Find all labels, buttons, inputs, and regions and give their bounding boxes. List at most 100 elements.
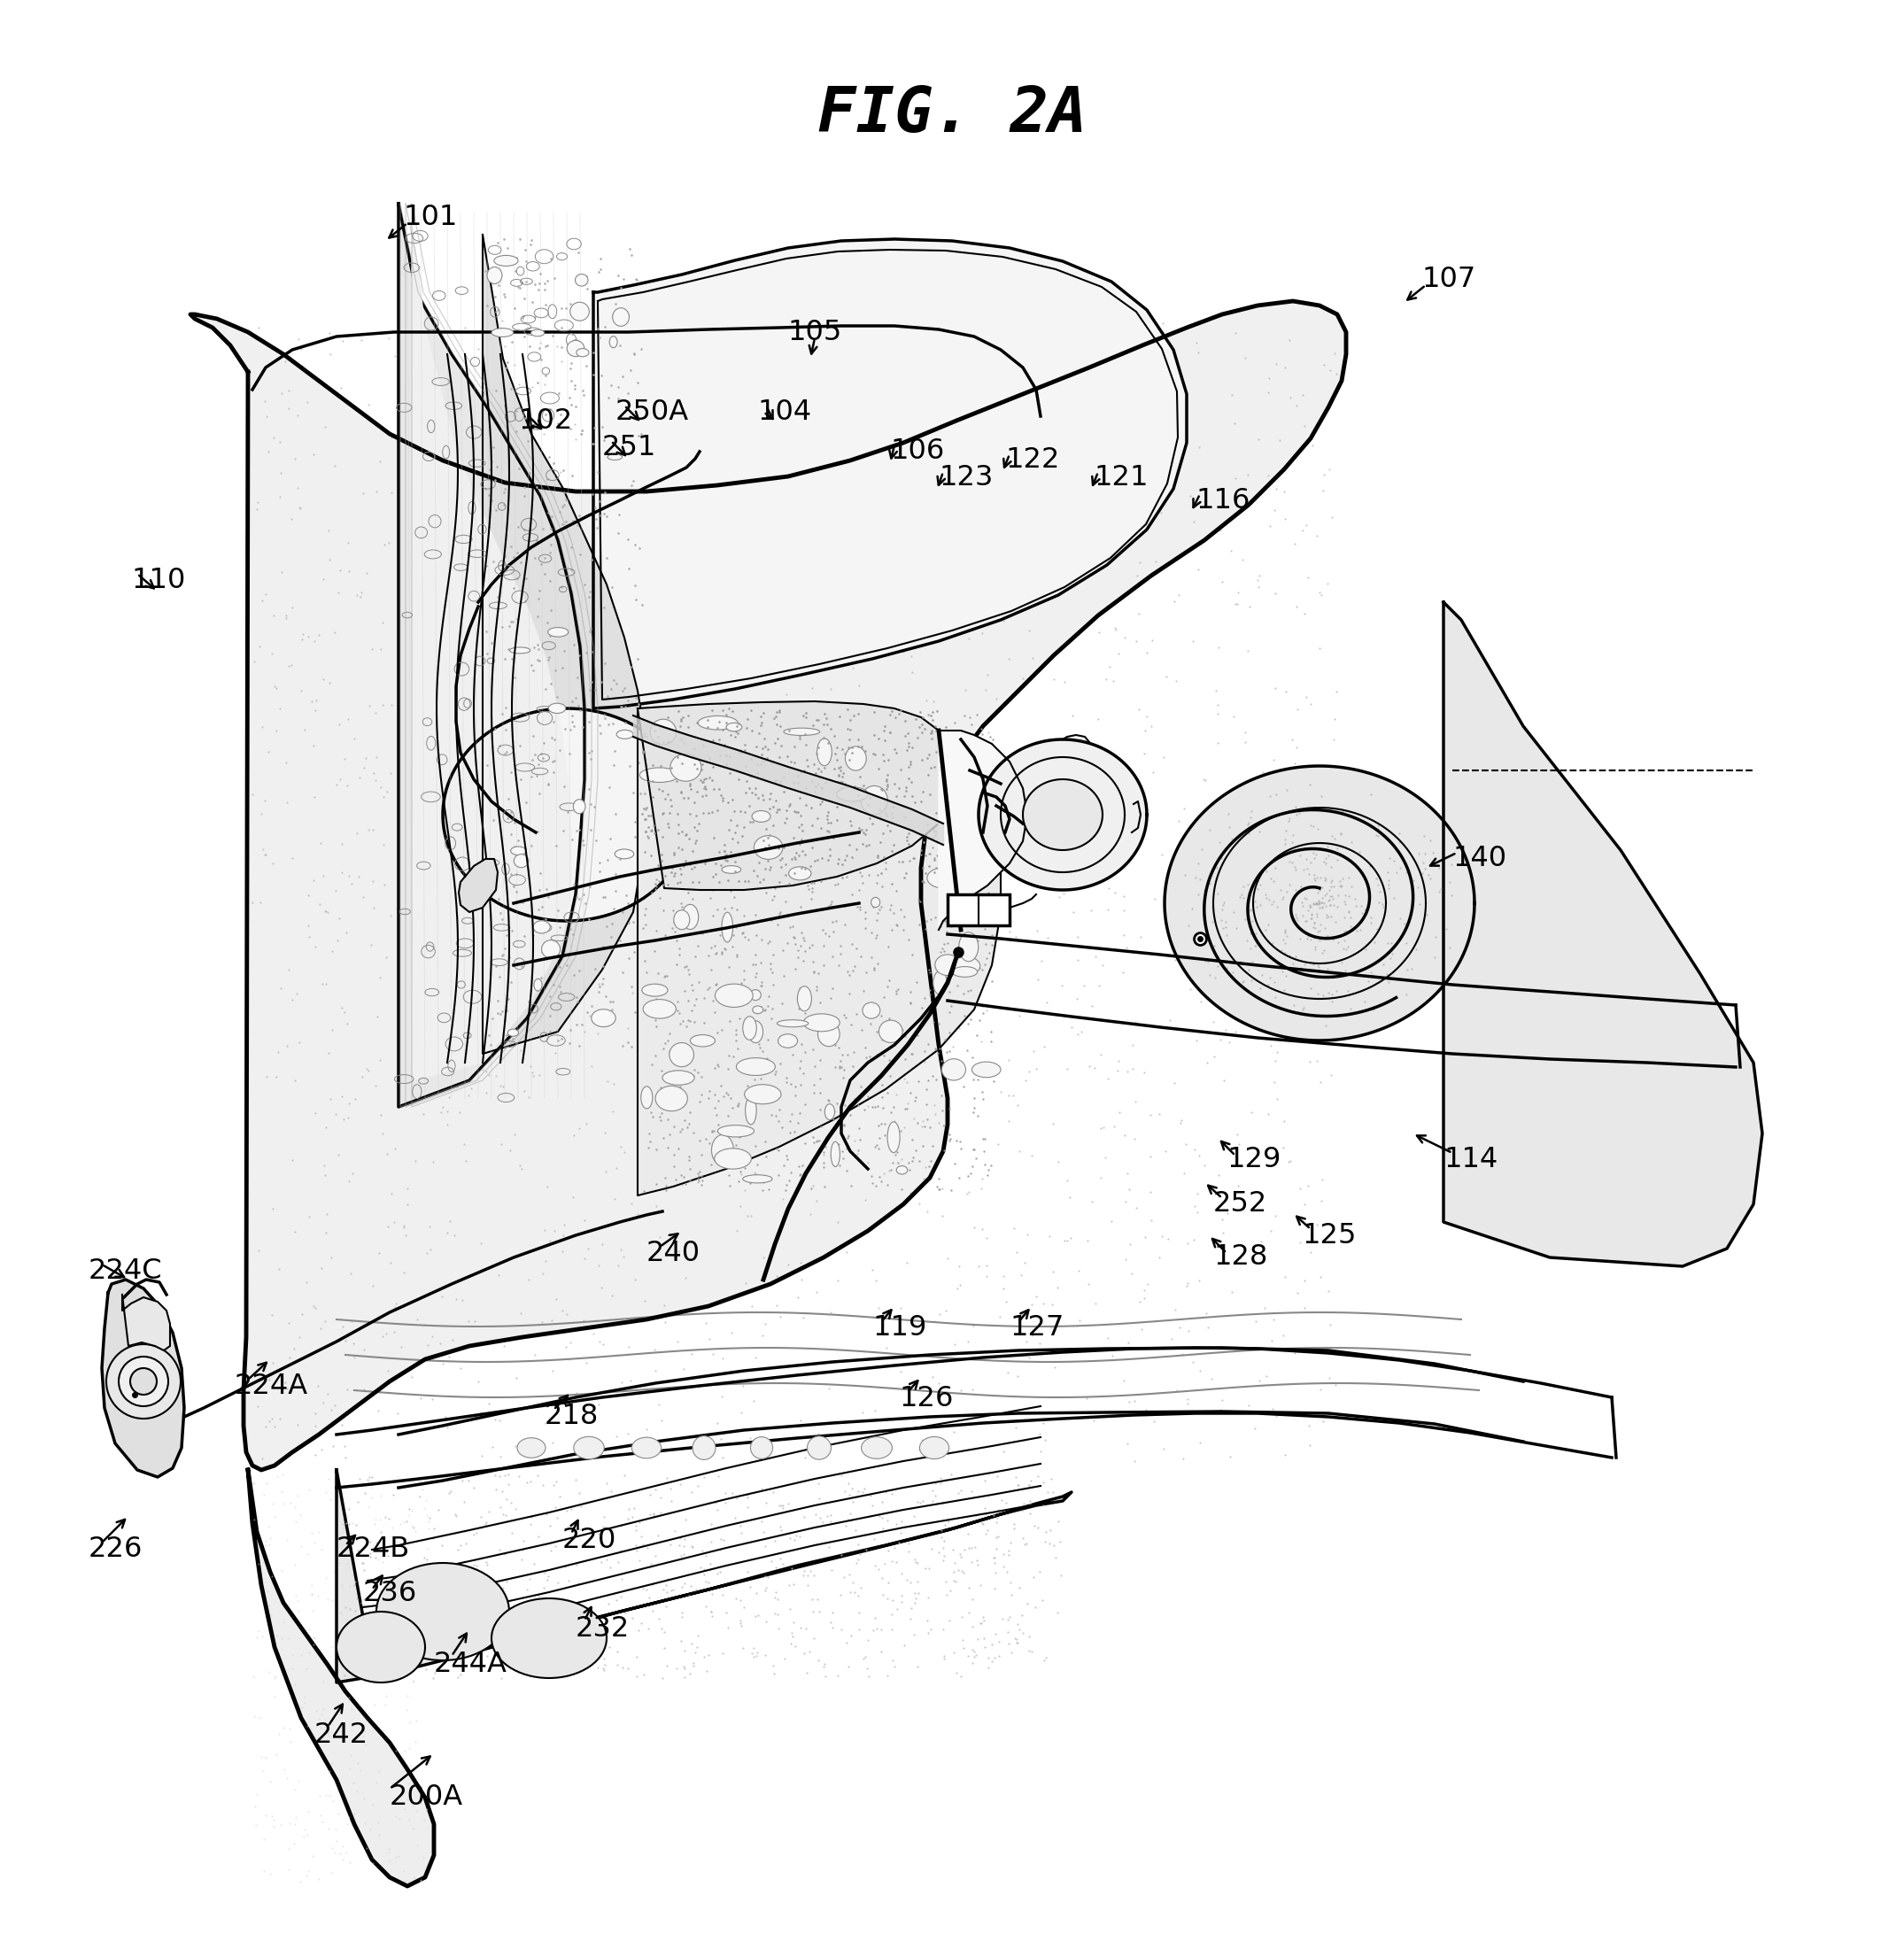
Ellipse shape (691, 1035, 716, 1047)
Ellipse shape (377, 1564, 508, 1660)
Ellipse shape (615, 849, 634, 859)
Ellipse shape (897, 1166, 908, 1174)
Text: 232: 232 (575, 1616, 630, 1644)
Ellipse shape (541, 939, 560, 959)
Text: 104: 104 (758, 397, 811, 425)
Ellipse shape (640, 767, 680, 783)
Ellipse shape (575, 274, 588, 286)
Ellipse shape (548, 628, 567, 636)
Ellipse shape (644, 1000, 676, 1018)
Ellipse shape (750, 990, 762, 1000)
Text: 105: 105 (788, 319, 842, 346)
Polygon shape (1022, 779, 1102, 849)
Ellipse shape (613, 307, 628, 327)
Text: 252: 252 (1213, 1190, 1268, 1217)
Ellipse shape (670, 753, 701, 781)
Ellipse shape (798, 986, 811, 1012)
Polygon shape (122, 1296, 169, 1350)
Text: 236: 236 (364, 1579, 417, 1607)
Ellipse shape (737, 1059, 775, 1076)
Ellipse shape (863, 1002, 880, 1018)
Ellipse shape (944, 810, 973, 820)
Ellipse shape (845, 746, 866, 771)
Text: 119: 119 (872, 1315, 927, 1343)
Ellipse shape (935, 955, 960, 975)
Ellipse shape (569, 301, 588, 321)
Polygon shape (398, 204, 585, 1108)
Text: 224A: 224A (234, 1372, 308, 1399)
Ellipse shape (817, 738, 832, 765)
Circle shape (118, 1356, 168, 1407)
Ellipse shape (861, 1436, 893, 1458)
Text: 126: 126 (899, 1386, 954, 1413)
Polygon shape (1165, 765, 1474, 1041)
Polygon shape (248, 1470, 434, 1887)
Ellipse shape (531, 329, 545, 337)
Text: 224C: 224C (89, 1256, 162, 1284)
Ellipse shape (670, 1043, 693, 1067)
Ellipse shape (752, 810, 771, 822)
Ellipse shape (836, 787, 868, 800)
Text: 127: 127 (1009, 1315, 1064, 1343)
Ellipse shape (777, 1020, 809, 1027)
Ellipse shape (861, 787, 887, 814)
Text: 123: 123 (939, 464, 994, 491)
Polygon shape (638, 701, 952, 890)
Ellipse shape (958, 789, 975, 800)
Text: 106: 106 (889, 438, 944, 466)
Ellipse shape (491, 329, 514, 337)
Ellipse shape (819, 1022, 840, 1047)
Polygon shape (459, 859, 497, 912)
Ellipse shape (508, 1029, 518, 1037)
Ellipse shape (510, 648, 531, 654)
Ellipse shape (744, 1096, 756, 1125)
Text: 107: 107 (1422, 266, 1476, 294)
Ellipse shape (933, 971, 946, 994)
Ellipse shape (493, 256, 518, 266)
Bar (948, 894, 1009, 926)
Ellipse shape (617, 730, 634, 740)
Ellipse shape (779, 1033, 798, 1047)
Ellipse shape (754, 836, 783, 859)
Ellipse shape (571, 341, 579, 346)
Ellipse shape (748, 1022, 764, 1043)
Text: 200A: 200A (390, 1785, 463, 1812)
Ellipse shape (880, 1020, 902, 1043)
Ellipse shape (699, 716, 737, 730)
Text: 129: 129 (1226, 1147, 1281, 1174)
Ellipse shape (682, 904, 699, 930)
Ellipse shape (942, 1059, 965, 1080)
Text: 218: 218 (545, 1403, 600, 1431)
Ellipse shape (743, 1016, 756, 1039)
Ellipse shape (514, 853, 529, 867)
Ellipse shape (920, 1436, 948, 1458)
Ellipse shape (533, 920, 550, 933)
Text: 250A: 250A (615, 397, 689, 425)
Ellipse shape (952, 967, 977, 977)
Text: 240: 240 (647, 1239, 701, 1266)
Ellipse shape (788, 867, 811, 881)
Ellipse shape (592, 1010, 615, 1027)
Ellipse shape (725, 722, 743, 732)
Polygon shape (190, 301, 1346, 1470)
Ellipse shape (518, 1438, 546, 1458)
Circle shape (107, 1344, 181, 1419)
Text: 251: 251 (602, 432, 657, 462)
Circle shape (129, 1368, 156, 1395)
Ellipse shape (642, 984, 668, 996)
Ellipse shape (487, 266, 503, 284)
Ellipse shape (718, 1125, 754, 1137)
Ellipse shape (807, 1436, 830, 1460)
Text: 140: 140 (1453, 845, 1506, 873)
Text: 116: 116 (1196, 487, 1249, 515)
Text: 242: 242 (314, 1722, 369, 1750)
Ellipse shape (784, 728, 821, 736)
Ellipse shape (960, 932, 979, 961)
Ellipse shape (607, 454, 623, 460)
Ellipse shape (693, 1436, 716, 1460)
Ellipse shape (803, 1014, 840, 1031)
Ellipse shape (752, 1006, 764, 1014)
Ellipse shape (887, 1121, 901, 1153)
Ellipse shape (655, 1086, 687, 1112)
Polygon shape (638, 705, 1002, 1196)
